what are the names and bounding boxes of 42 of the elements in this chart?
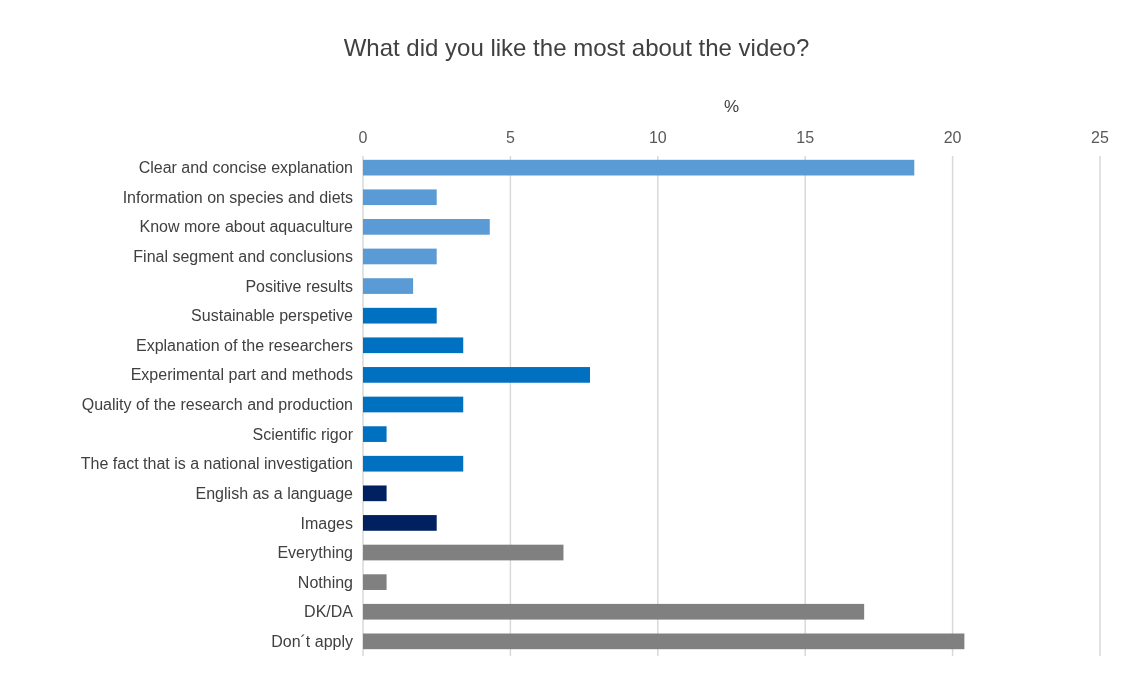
x-axis-title: % bbox=[723, 97, 740, 116]
y-tick-label: Scientific rigor bbox=[252, 425, 354, 443]
bar bbox=[363, 574, 387, 590]
bar bbox=[363, 633, 965, 650]
y-tick-label: Explanation of the researchers bbox=[135, 336, 353, 354]
x-tick-label: 15 bbox=[796, 129, 815, 146]
bar bbox=[363, 367, 590, 383]
y-tick-label: English as a language bbox=[195, 484, 354, 502]
y-tick-label: Information on species and diets bbox=[122, 188, 353, 206]
bar bbox=[363, 515, 437, 531]
bar bbox=[363, 396, 464, 413]
chart-title: What did you like the most about the video? bbox=[343, 34, 810, 61]
x-tick-label: 0 bbox=[358, 129, 368, 146]
y-tick-label: Everything bbox=[277, 544, 353, 562]
x-tick-label: 10 bbox=[648, 129, 667, 146]
bar bbox=[363, 426, 387, 442]
x-tick-label: 25 bbox=[1091, 129, 1109, 146]
bar bbox=[363, 307, 437, 324]
bar bbox=[363, 248, 437, 265]
y-tick-label: Sustainable perspetive bbox=[191, 307, 354, 325]
y-tick-label: Images bbox=[300, 514, 353, 532]
y-tick-label: Clear and concise explanation bbox=[138, 159, 353, 177]
y-tick-label: Final segment and conclusions bbox=[133, 248, 353, 266]
y-tick-label: Know more about aquaculture bbox=[139, 218, 354, 236]
y-tick-label: DK/DA bbox=[304, 603, 354, 621]
y-tick-label: Quality of the research and production bbox=[81, 396, 353, 414]
y-tick-label: Nothing bbox=[297, 573, 353, 591]
bar bbox=[363, 544, 564, 561]
bar bbox=[363, 455, 464, 472]
bar bbox=[363, 337, 464, 354]
x-tick-label: 20 bbox=[943, 129, 962, 146]
y-tick-label: Positive results bbox=[245, 277, 353, 295]
x-tick-label: 5 bbox=[505, 129, 515, 146]
y-tick-label: The fact that is a national investigation bbox=[80, 455, 353, 473]
bar bbox=[363, 603, 865, 620]
bar bbox=[363, 189, 437, 206]
bar bbox=[363, 278, 414, 294]
bar bbox=[363, 219, 490, 235]
bar bbox=[363, 485, 387, 502]
y-tick-label: Don´t apply bbox=[271, 632, 353, 650]
y-tick-label: Experimental part and methods bbox=[130, 366, 353, 384]
bar bbox=[363, 159, 915, 176]
